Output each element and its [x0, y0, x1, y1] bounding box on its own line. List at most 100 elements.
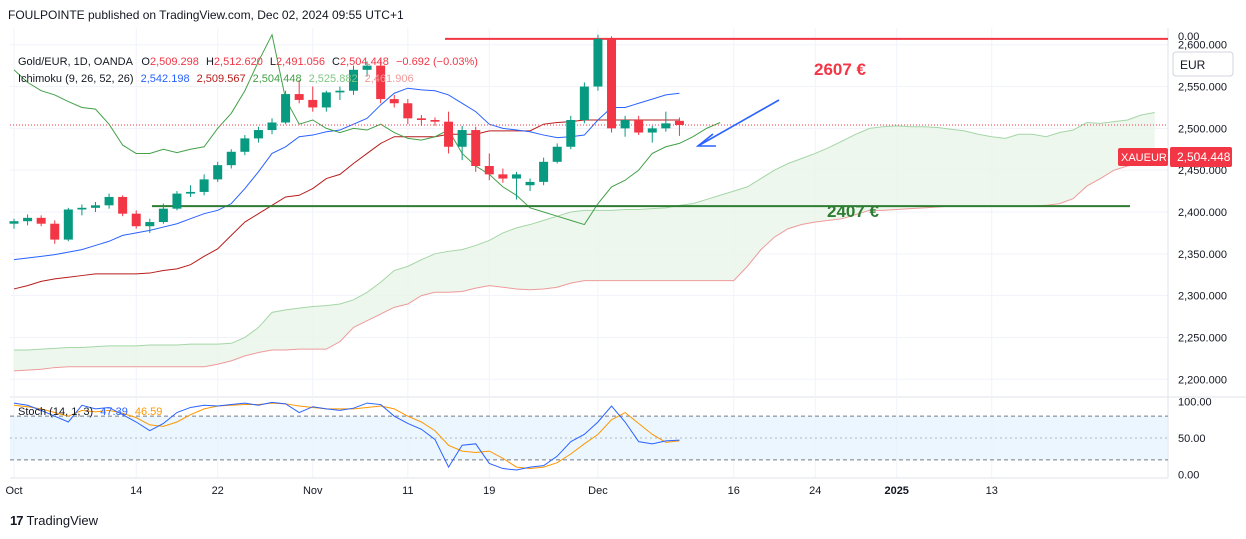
legend-open: 2,509.298: [149, 56, 199, 68]
candle-body: [118, 196, 128, 214]
candle-body: [267, 122, 277, 131]
candle-body: [620, 120, 630, 129]
candle-up: [539, 157, 549, 186]
candle-up: [647, 125, 657, 143]
main-legend: Gold/EUR, 1D, OANDA O2,509.298 H2,512.62…: [18, 56, 478, 68]
candle-body: [389, 99, 399, 104]
candle-down: [50, 220, 60, 244]
candle-down: [416, 114, 426, 126]
candle-up: [63, 207, 73, 242]
candle-body: [226, 151, 236, 166]
candle-body: [131, 213, 141, 227]
candle-up: [145, 218, 155, 233]
legend-open-label: O: [141, 56, 150, 68]
candle-body: [471, 130, 481, 166]
stochastic-pane: [10, 401, 1168, 471]
candle-body: [525, 181, 535, 186]
ichimoku-v2: 2,509.567: [196, 73, 246, 85]
candle-body: [294, 94, 304, 100]
ichimoku-v1: 2,542.198: [140, 73, 190, 85]
ichimoku-cloud: [13, 111, 1155, 372]
candle-body: [90, 205, 100, 208]
cloud-fill: [14, 112, 1155, 371]
candle-up: [579, 82, 589, 124]
price-tick-label: 2,500.000: [1178, 123, 1227, 135]
candle-down: [484, 153, 494, 181]
candle-body: [674, 120, 684, 126]
candle-body: [172, 193, 182, 209]
candle-body: [416, 118, 426, 120]
candle-down: [444, 111, 454, 154]
annotations: 2607 € 2407 €: [695, 60, 880, 221]
resistance-label: 2607 €: [814, 60, 867, 79]
stoch-tick-label: 0.00: [1178, 469, 1199, 481]
stoch-tick-label: 100.00: [1178, 397, 1212, 409]
price-tick-label: 2,250.000: [1178, 332, 1227, 344]
candle-down: [131, 210, 141, 229]
axes: 0.00 2,200.000 2,250.000 2,300.000 2,350.000…: [5, 31, 1227, 497]
price-tick-label: 2,200.000: [1178, 374, 1227, 386]
candle-body: [50, 223, 60, 240]
candle-up: [104, 193, 114, 209]
legend-symbol: Gold/EUR, 1D, OANDA: [18, 56, 133, 68]
candle-down: [118, 195, 128, 217]
candle-body: [335, 90, 345, 93]
candle-up: [77, 204, 87, 216]
candle-up: [335, 86, 345, 100]
price-tick-label: 2,550.000: [1178, 82, 1227, 94]
candle-up: [566, 115, 576, 150]
candle-down: [674, 117, 684, 136]
candle-up: [525, 178, 535, 192]
candle-body: [9, 221, 19, 224]
candle-body: [145, 222, 155, 227]
ichimoku-v3: 2,504.448: [252, 73, 302, 85]
candle-up: [240, 135, 250, 156]
candle-up: [281, 90, 291, 125]
arrow-head-icon: [695, 133, 716, 147]
legend-low: 2,491.056: [276, 56, 325, 68]
time-tick-label: 24: [809, 485, 821, 497]
candle-body: [362, 65, 372, 70]
stoch-k-line: [13, 401, 680, 471]
legend-high: 2,512.620: [213, 56, 263, 68]
candle-body: [539, 161, 549, 182]
candle-up: [321, 90, 331, 112]
candle-body: [444, 121, 454, 147]
candle-up: [253, 126, 263, 143]
candle-up: [158, 203, 168, 224]
price-tick-label: 2,450.000: [1178, 165, 1227, 177]
candle-body: [376, 65, 386, 100]
time-tick-label: 16: [728, 485, 740, 497]
candle-down: [308, 86, 318, 112]
stoch-legend: Stoch (14, 1, 3) 47.39 46.59: [18, 406, 162, 418]
span-a-line: [14, 111, 1155, 351]
candle-body: [240, 138, 250, 152]
candle-up: [226, 149, 236, 169]
tradingview-logo[interactable]: 17 TradingView: [10, 513, 98, 528]
candle-up: [213, 161, 223, 182]
price-tick-label: 2,400.000: [1178, 207, 1227, 219]
candle-body: [484, 166, 494, 175]
price-levels: [10, 37, 1168, 208]
price-tag-value-bg: [1170, 147, 1232, 167]
candle-up: [511, 171, 521, 200]
lagging-span-line: [13, 33, 721, 226]
candle-body: [104, 196, 114, 206]
candle-down: [471, 126, 481, 172]
candle-down: [498, 168, 508, 183]
candle-up: [620, 115, 630, 137]
tradingview-logo-text: TradingView: [26, 513, 99, 528]
support-label: 2407 €: [827, 202, 880, 221]
candle-body: [321, 92, 331, 108]
legend-high-label: H: [205, 56, 214, 68]
candle-up: [186, 185, 196, 197]
currency-box[interactable]: [1172, 51, 1234, 77]
candle-down: [389, 94, 399, 108]
time-tick-label: 2025: [884, 485, 908, 497]
candle-up: [593, 34, 603, 91]
price-tag-symbol: XAUEUR: [1121, 152, 1167, 164]
price-tag-value: 2,504.448: [1177, 150, 1231, 164]
price-tag-symbol-bg: [1118, 148, 1168, 166]
candle-body: [403, 103, 413, 119]
